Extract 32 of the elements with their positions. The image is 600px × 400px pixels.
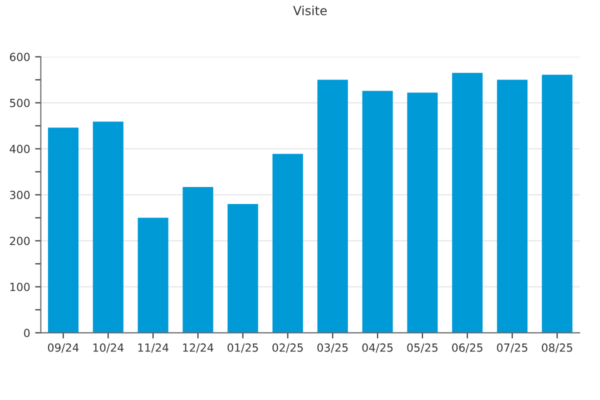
bar xyxy=(362,90,393,333)
x-tick-label: 05/25 xyxy=(407,343,438,353)
x-tick-label: 03/25 xyxy=(317,343,348,353)
bar xyxy=(407,92,438,333)
bar xyxy=(317,80,348,333)
bar xyxy=(228,204,258,333)
x-tick-label: 10/24 xyxy=(93,343,124,353)
y-tick-label: 600 xyxy=(10,52,30,62)
bar xyxy=(48,128,79,333)
x-tick-label: 01/25 xyxy=(228,343,258,353)
y-tick-label: 400 xyxy=(10,144,30,154)
x-tick-label: 06/25 xyxy=(452,343,482,353)
chart-title: Visite xyxy=(293,6,327,16)
y-tick-label: 300 xyxy=(10,190,30,200)
bar xyxy=(138,218,168,333)
x-tick-label: 04/25 xyxy=(362,343,393,353)
x-tick-label: 08/25 xyxy=(542,343,572,353)
x-tick-label: 09/24 xyxy=(48,343,79,353)
y-tick-label: 500 xyxy=(10,98,30,108)
bar xyxy=(542,74,572,333)
y-tick-label: 100 xyxy=(10,282,30,292)
bar xyxy=(272,154,304,333)
y-tick-label: 200 xyxy=(10,236,30,246)
bar xyxy=(452,72,483,333)
bar xyxy=(182,186,214,333)
x-tick-label: 07/25 xyxy=(496,343,528,353)
bar xyxy=(496,80,528,333)
y-tick-label: 0 xyxy=(24,328,30,338)
x-tick-label: 12/24 xyxy=(183,343,214,353)
x-tick-label: 11/24 xyxy=(138,343,168,353)
x-tick-label: 02/25 xyxy=(272,343,303,353)
bar xyxy=(92,122,124,333)
